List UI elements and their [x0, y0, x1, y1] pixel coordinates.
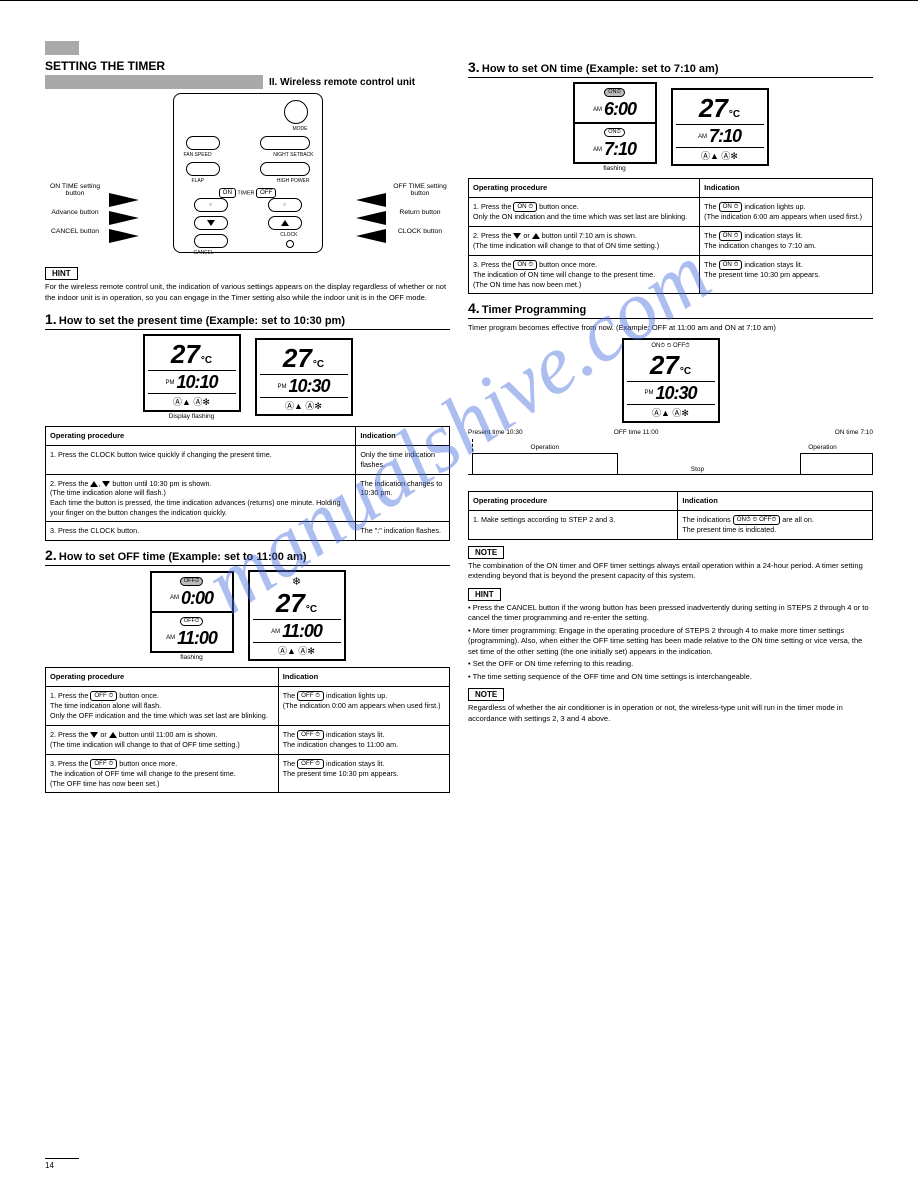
timer-row-label: ON TIMER OFF — [192, 188, 304, 198]
arrow-icon — [356, 193, 386, 207]
hint-text: For the wireless remote control unit, th… — [45, 282, 450, 303]
section-title: How to set ON time (Example: set to 7:10… — [482, 63, 719, 75]
section-number: 2. — [45, 547, 57, 563]
note-badge: NOTE — [468, 688, 504, 701]
snowflake-icon: ❄ — [292, 575, 301, 588]
decorative-bar-wide — [45, 75, 263, 89]
page-footer: 14 — [45, 1158, 79, 1170]
hint-bullet: • Press the CANCEL button if the wrong b… — [468, 603, 873, 624]
lcd-display: 27°C AM7:10 Ⓐ▲ Ⓐ✻ — [671, 88, 769, 166]
page-title: SETTING THE TIMER — [45, 59, 450, 73]
hint-bullet: • More timer programming: Engage in the … — [468, 626, 873, 658]
procedure-table: Operating procedureIndication 1. Press t… — [45, 426, 450, 541]
note-text: Regardless of whether the air conditione… — [468, 703, 873, 724]
side-label: OFF TIME setting button — [390, 183, 450, 197]
right-column: 3. How to set ON time (Example: set to 7… — [468, 41, 873, 799]
lcd-display: ON⏱ AM6:00 ON⏱ AM7:10 — [573, 82, 657, 164]
cancel-button — [194, 234, 228, 248]
lcd-caption: flashing — [573, 165, 657, 172]
hint-badge: HINT — [45, 267, 78, 280]
lcd-display: OFF⏱ AM0:00 OFF⏱ AM11:00 — [150, 571, 234, 653]
lcd-display: 27°C PM10:10 Ⓐ▲ Ⓐ✻ — [143, 334, 241, 412]
hint-bullet: • The time setting sequence of the OFF t… — [468, 672, 873, 683]
left-column: SETTING THE TIMER II. Wireless remote co… — [45, 41, 450, 799]
arrow-icon — [109, 211, 139, 225]
high-power-button — [260, 162, 310, 176]
arrow-icon — [109, 193, 139, 207]
section-number: 4. — [468, 300, 480, 316]
section-number: 3. — [468, 59, 480, 75]
lcd-caption: Display flashing — [143, 413, 241, 420]
side-label: CANCEL button — [45, 228, 105, 235]
label: HIGH POWER — [277, 178, 310, 184]
note-badge: NOTE — [468, 546, 504, 559]
lcd-display: 27°C PM10:30 Ⓐ▲ Ⓐ✻ — [255, 338, 353, 416]
side-label: ON TIME setting button — [45, 183, 105, 197]
section-title: How to set OFF time (Example: set to 11:… — [59, 551, 307, 563]
label: FLAP — [192, 178, 205, 184]
flap-button — [186, 162, 220, 176]
advance-button — [194, 216, 228, 230]
side-label: Return button — [390, 209, 450, 216]
timeline-diagram: Present time 10:30 OFF time 11:00 ON tim… — [468, 429, 873, 487]
side-label: CLOCK button — [390, 228, 450, 235]
arrow-icon — [109, 229, 139, 243]
label: MODE — [293, 126, 308, 132]
return-button — [268, 216, 302, 230]
label: FAN SPEED — [184, 152, 212, 158]
arrow-icon — [356, 211, 386, 225]
label: CLOCK — [280, 232, 297, 238]
side-label: Advance button — [45, 209, 105, 216]
procedure-table: Operating procedureIndication 1. Press t… — [45, 667, 450, 793]
fan-speed-button — [186, 136, 220, 150]
section-number: 1. — [45, 311, 57, 327]
on-timer-button: ○ — [194, 198, 228, 212]
section-title: Timer Programming — [482, 304, 586, 316]
arrow-icon — [356, 229, 386, 243]
hint-bullet: • Set the OFF or ON time referring to th… — [468, 659, 873, 670]
subtitle: II. Wireless remote control unit — [269, 77, 415, 88]
label: NIGHT SETBACK — [273, 152, 313, 158]
clock-button — [286, 240, 294, 248]
lcd-caption: flashing — [150, 654, 234, 661]
procedure-table: Operating procedureIndication 1. Make se… — [468, 491, 873, 540]
label: CANCEL — [194, 250, 214, 256]
lcd-display: ON⏱ ⏲ OFF⏱ 27°C PM10:30 Ⓐ▲ Ⓐ✻ — [622, 338, 720, 423]
intro-text: Timer program becomes effective from now… — [468, 323, 873, 334]
lcd-display: ❄ 27°C AM11:00 Ⓐ▲ Ⓐ✻ — [248, 570, 346, 661]
note-text: The combination of the ON timer and OFF … — [468, 561, 873, 582]
mode-button — [284, 100, 308, 124]
section-title: How to set the present time (Example: se… — [59, 315, 345, 327]
off-timer-button: ○ — [268, 198, 302, 212]
night-setback-button — [260, 136, 310, 150]
remote-diagram: MODE FAN SPEED NIGHT SETBACK FLAP HIGH P… — [173, 93, 323, 253]
hint-badge: HINT — [468, 588, 501, 601]
procedure-table: Operating procedureIndication 1. Press t… — [468, 178, 873, 294]
decorative-bar — [45, 41, 79, 55]
